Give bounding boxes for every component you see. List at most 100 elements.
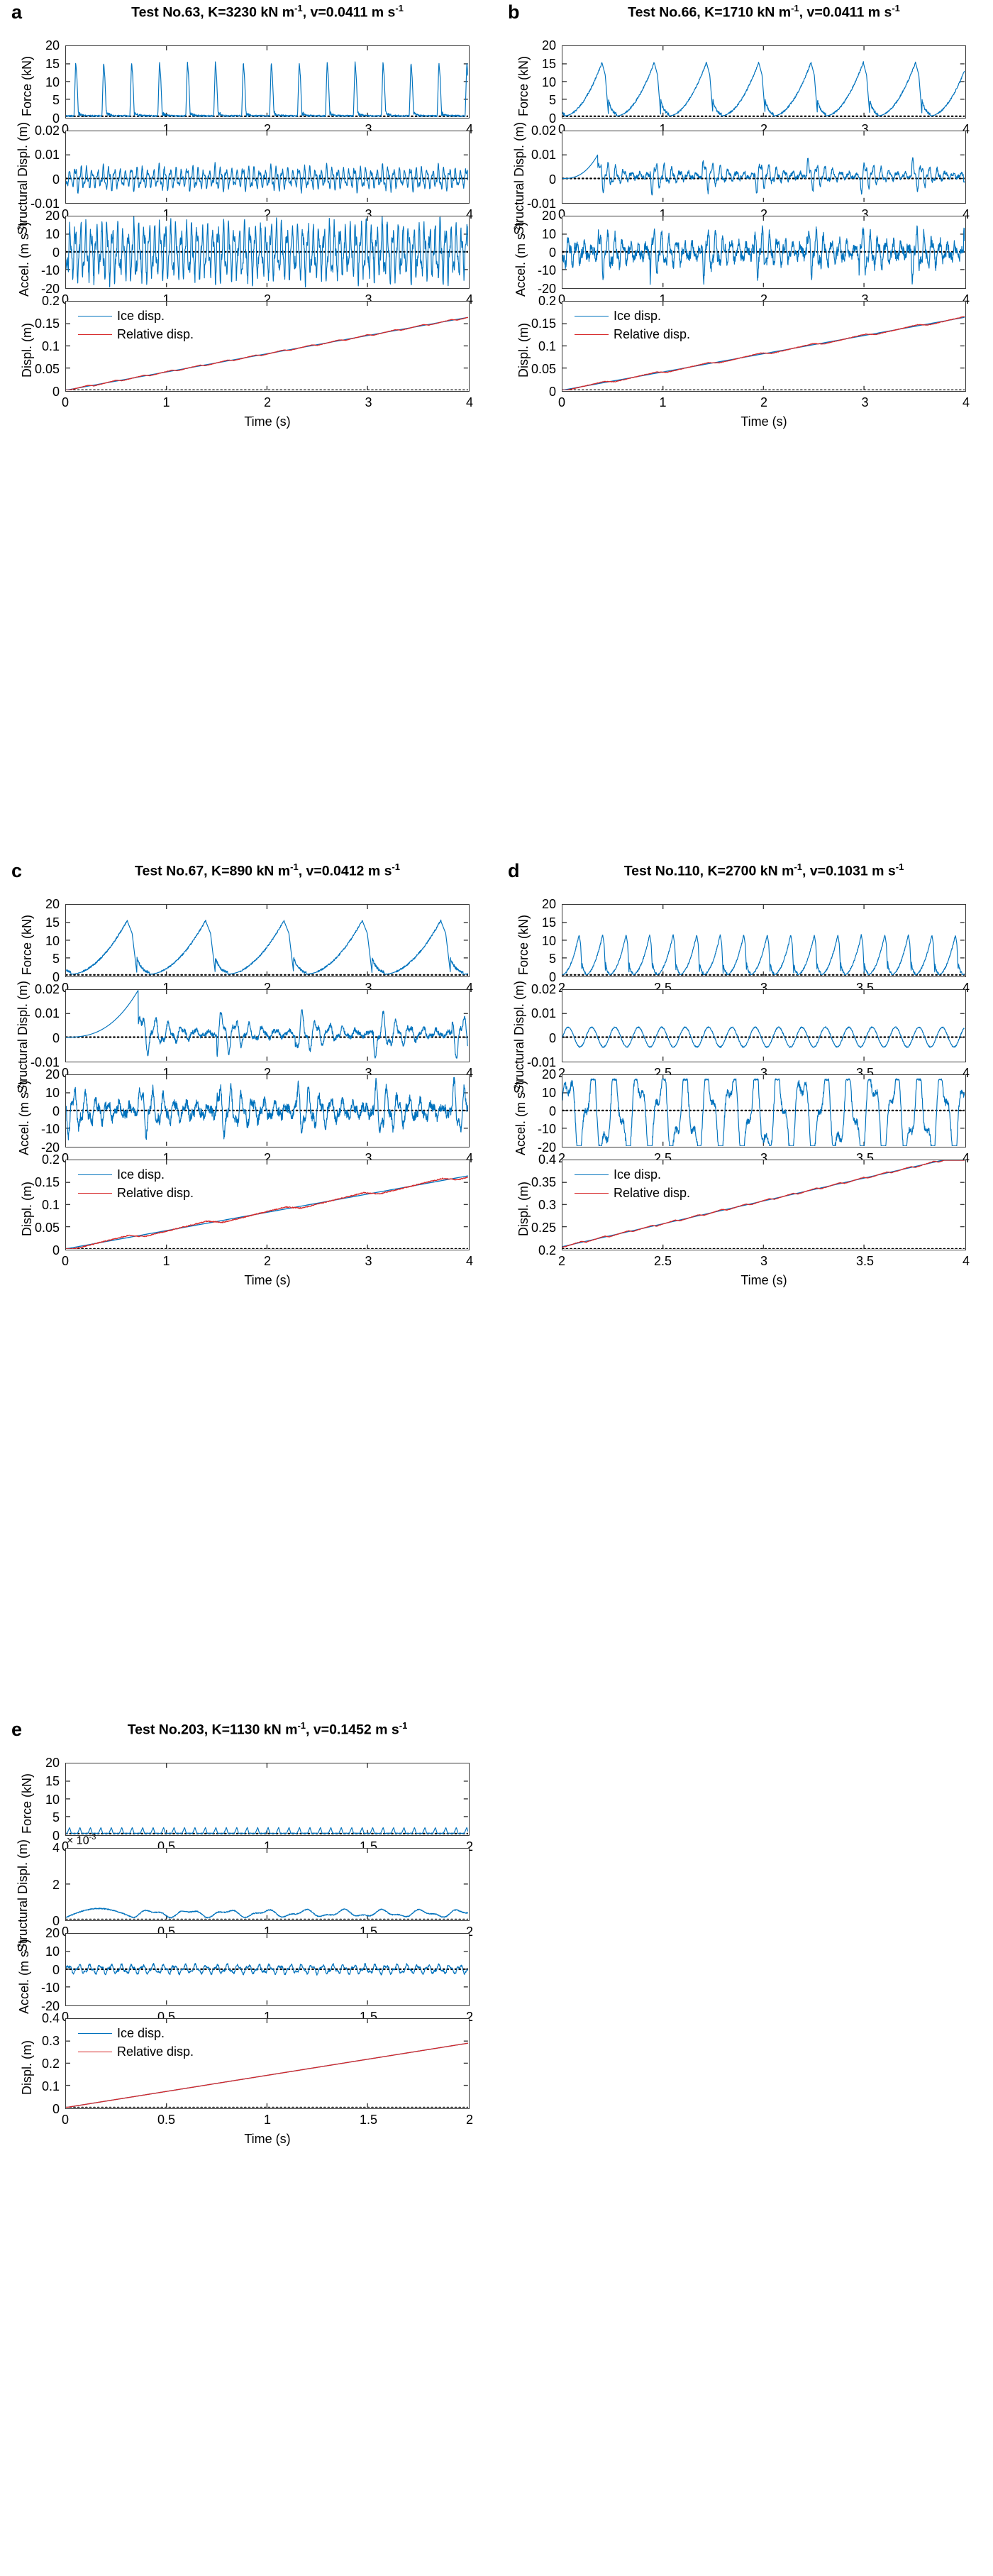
xtick-b-2-0: 0 bbox=[557, 292, 565, 307]
plot-a-structural bbox=[65, 131, 470, 204]
ytick-c-accel-4: 20 bbox=[45, 1067, 60, 1081]
xtick-b-3-4: 4 bbox=[962, 395, 970, 409]
panel-letter-b: b bbox=[508, 1, 520, 23]
xtick-c-3-3: 3 bbox=[365, 1254, 372, 1268]
xtick-a-0-2: 2 bbox=[263, 122, 271, 136]
ytick-c-accel-3: 10 bbox=[45, 1085, 60, 1100]
xtick-e-3-2: 1 bbox=[263, 2113, 271, 2127]
title-mid: , v=0.0411 m s bbox=[302, 4, 396, 21]
ytick-c-structural-2: 0.01 bbox=[34, 1006, 60, 1021]
ytick-a-force-2: 10 bbox=[45, 75, 60, 89]
ylabel-force: Force (kN) bbox=[20, 914, 34, 975]
xtick-e-3-3: 1.5 bbox=[359, 2113, 378, 2127]
ytick-b-accel-2: 0 bbox=[548, 245, 556, 260]
legend-d: Ice disp. Relative disp. bbox=[575, 1165, 690, 1202]
xtick-e-1-4: 2 bbox=[465, 1925, 473, 1939]
legend-label-relative: Relative disp. bbox=[117, 2044, 194, 2059]
xtick-d-0-4: 4 bbox=[962, 981, 970, 995]
ytick-b-force-2: 10 bbox=[541, 75, 556, 89]
accel-label-post: ) bbox=[17, 221, 31, 226]
xtick-e-2-0: 0 bbox=[61, 2010, 69, 2024]
ytick-e-structural_e-1: 2 bbox=[52, 1877, 60, 1892]
legend-label-ice: Ice disp. bbox=[117, 2026, 165, 2040]
xtick-d-2-2: 3 bbox=[760, 1151, 767, 1165]
plot-d-structural bbox=[562, 989, 966, 1062]
panel-d: d Test No.110, K=2700 kN m-1, v=0.1031 m … bbox=[496, 859, 993, 1696]
ylabel-displ: Displ. (m) bbox=[20, 2040, 34, 2095]
xtick-c-2-1: 1 bbox=[162, 1151, 170, 1165]
ytick-d-force-1: 5 bbox=[548, 952, 556, 967]
plot-e-structural_e bbox=[65, 1848, 470, 1921]
ytick-c-force-2: 10 bbox=[45, 933, 60, 948]
xtick-d-1-0: 2 bbox=[557, 1066, 565, 1080]
xtick-b-0-4: 4 bbox=[962, 122, 970, 136]
xtick-e-0-4: 2 bbox=[465, 1839, 473, 1854]
accel-label-pre: Accel. (m s bbox=[514, 233, 528, 297]
plot-b-displ bbox=[562, 301, 966, 392]
plot-d-displ bbox=[562, 1160, 966, 1250]
ytick-a-displ-0: 0 bbox=[52, 385, 60, 399]
plot-d-force bbox=[562, 904, 966, 977]
xtick-c-2-3: 3 bbox=[365, 1151, 372, 1165]
title-exp-2: -1 bbox=[392, 862, 400, 872]
xtick-d-3-0: 2 bbox=[557, 1254, 565, 1268]
ytick-e-structural_e-2: 4 bbox=[52, 1841, 60, 1855]
ylabel-accel: Accel. (m s-2) bbox=[16, 1939, 32, 2014]
xtick-c-3-1: 1 bbox=[162, 1254, 170, 1268]
ytick-c-displ-0: 0 bbox=[52, 1243, 60, 1257]
legend-item-ice-disp: Ice disp. bbox=[575, 307, 690, 325]
ytick-a-accel-0: -20 bbox=[40, 282, 60, 296]
ytick-b-displ-2: 0.1 bbox=[538, 339, 556, 353]
accel-label-post: ) bbox=[514, 1079, 528, 1084]
ytick-d-force-2: 10 bbox=[541, 933, 556, 948]
ytick-d-structural-2: 0.01 bbox=[531, 1006, 556, 1021]
xtick-c-0-3: 3 bbox=[365, 981, 372, 995]
legend-item-relative-disp: Relative disp. bbox=[575, 325, 690, 343]
ytick-a-accel-2: 0 bbox=[52, 245, 60, 260]
xtick-c-3-2: 2 bbox=[263, 1254, 271, 1268]
xtick-c-1-3: 3 bbox=[365, 1066, 372, 1080]
ytick-c-accel-0: -20 bbox=[40, 1140, 60, 1155]
xtick-a-1-1: 1 bbox=[162, 207, 170, 221]
xtick-c-1-0: 0 bbox=[61, 1066, 69, 1080]
xtick-c-2-2: 2 bbox=[263, 1151, 271, 1165]
xtick-e-3-0: 0 bbox=[61, 2113, 69, 2127]
ytick-a-force-3: 15 bbox=[45, 56, 60, 71]
accel-label-post: ) bbox=[17, 1938, 31, 1943]
plot-a-accel bbox=[65, 216, 470, 289]
ytick-b-accel-0: -20 bbox=[537, 282, 556, 296]
legend-line-ice bbox=[78, 315, 112, 317]
ytick-a-accel-4: 20 bbox=[45, 209, 60, 223]
accel-label-post: ) bbox=[17, 1079, 31, 1084]
legend-c: Ice disp. Relative disp. bbox=[78, 1165, 194, 1202]
plot-c-displ bbox=[65, 1160, 470, 1250]
xtick-b-2-2: 2 bbox=[760, 292, 767, 307]
legend-item-ice-disp: Ice disp. bbox=[78, 2024, 194, 2042]
xtick-b-2-1: 1 bbox=[659, 292, 667, 307]
panel-letter-c: c bbox=[11, 860, 23, 881]
plot-e-accel bbox=[65, 1933, 470, 2006]
accel-label-pre: Accel. (m s bbox=[17, 233, 31, 297]
legend-item-relative-disp: Relative disp. bbox=[78, 2042, 194, 2061]
ytick-b-structural-0: -0.01 bbox=[526, 197, 556, 211]
legend-line-ice bbox=[575, 315, 609, 317]
legend-item-ice-disp: Ice disp. bbox=[575, 1165, 690, 1184]
title-exp-1: -1 bbox=[297, 1720, 306, 1731]
ylabel-accel: Accel. (m s-2) bbox=[512, 1080, 528, 1155]
ytick-b-accel-3: 10 bbox=[541, 226, 556, 241]
xtick-d-1-2: 3 bbox=[760, 1066, 767, 1080]
xtick-a-2-4: 4 bbox=[465, 292, 473, 307]
accel-label-exp: -2 bbox=[512, 225, 522, 233]
xtick-d-3-1: 2.5 bbox=[653, 1254, 672, 1268]
ytick-b-structural-2: 0.01 bbox=[531, 148, 556, 163]
ytick-d-displ-4: 0.4 bbox=[538, 1152, 556, 1167]
ytick-e-accel-0: -20 bbox=[40, 1999, 60, 2013]
xtick-a-0-0: 0 bbox=[61, 122, 69, 136]
legend-label-relative: Relative disp. bbox=[614, 327, 691, 341]
title-mid: , v=0.0411 m s bbox=[799, 4, 892, 21]
ytick-e-accel-4: 20 bbox=[45, 1926, 60, 1940]
xtick-e-0-2: 1 bbox=[263, 1839, 271, 1854]
panel-letter-a: a bbox=[11, 1, 23, 23]
ytick-c-force-1: 5 bbox=[52, 952, 60, 967]
ylabel-force: Force (kN) bbox=[516, 55, 531, 116]
